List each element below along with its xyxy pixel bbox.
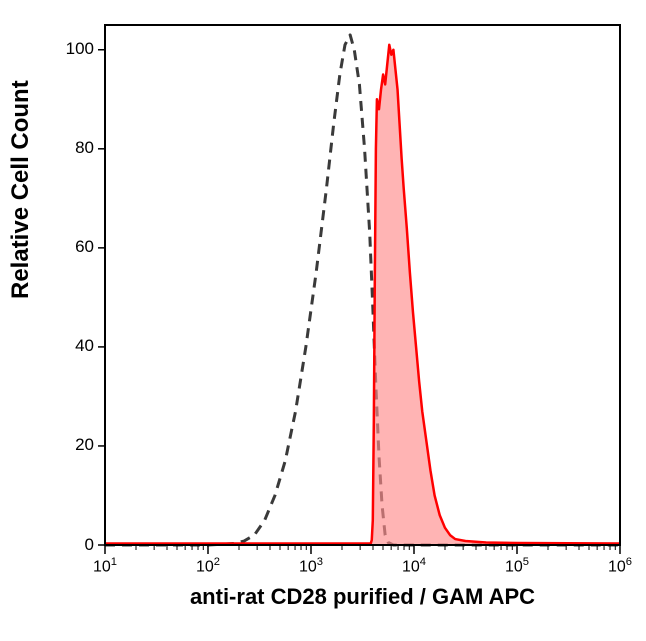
- x-tick-label: 103: [296, 556, 326, 576]
- flow-cytometry-histogram: Relative Cell Count anti-rat CD28 purifi…: [0, 0, 646, 641]
- x-axis-label: anti-rat CD28 purified / GAM APC: [105, 584, 620, 610]
- y-tick-label: 40: [75, 336, 94, 356]
- y-tick-label: 100: [66, 39, 94, 59]
- y-tick-label: 80: [75, 138, 94, 158]
- x-tick-label: 105: [502, 556, 532, 576]
- x-tick-label: 106: [605, 556, 635, 576]
- y-tick-label: 60: [75, 237, 94, 257]
- x-tick-label: 104: [399, 556, 429, 576]
- y-tick-label: 0: [85, 535, 94, 555]
- chart-svg: [0, 0, 646, 641]
- y-axis-label: Relative Cell Count: [7, 269, 35, 299]
- x-tick-label: 101: [90, 556, 120, 576]
- plot-border: [105, 25, 620, 545]
- y-tick-label: 20: [75, 435, 94, 455]
- x-tick-label: 102: [193, 556, 223, 576]
- series-line-control: [105, 35, 620, 545]
